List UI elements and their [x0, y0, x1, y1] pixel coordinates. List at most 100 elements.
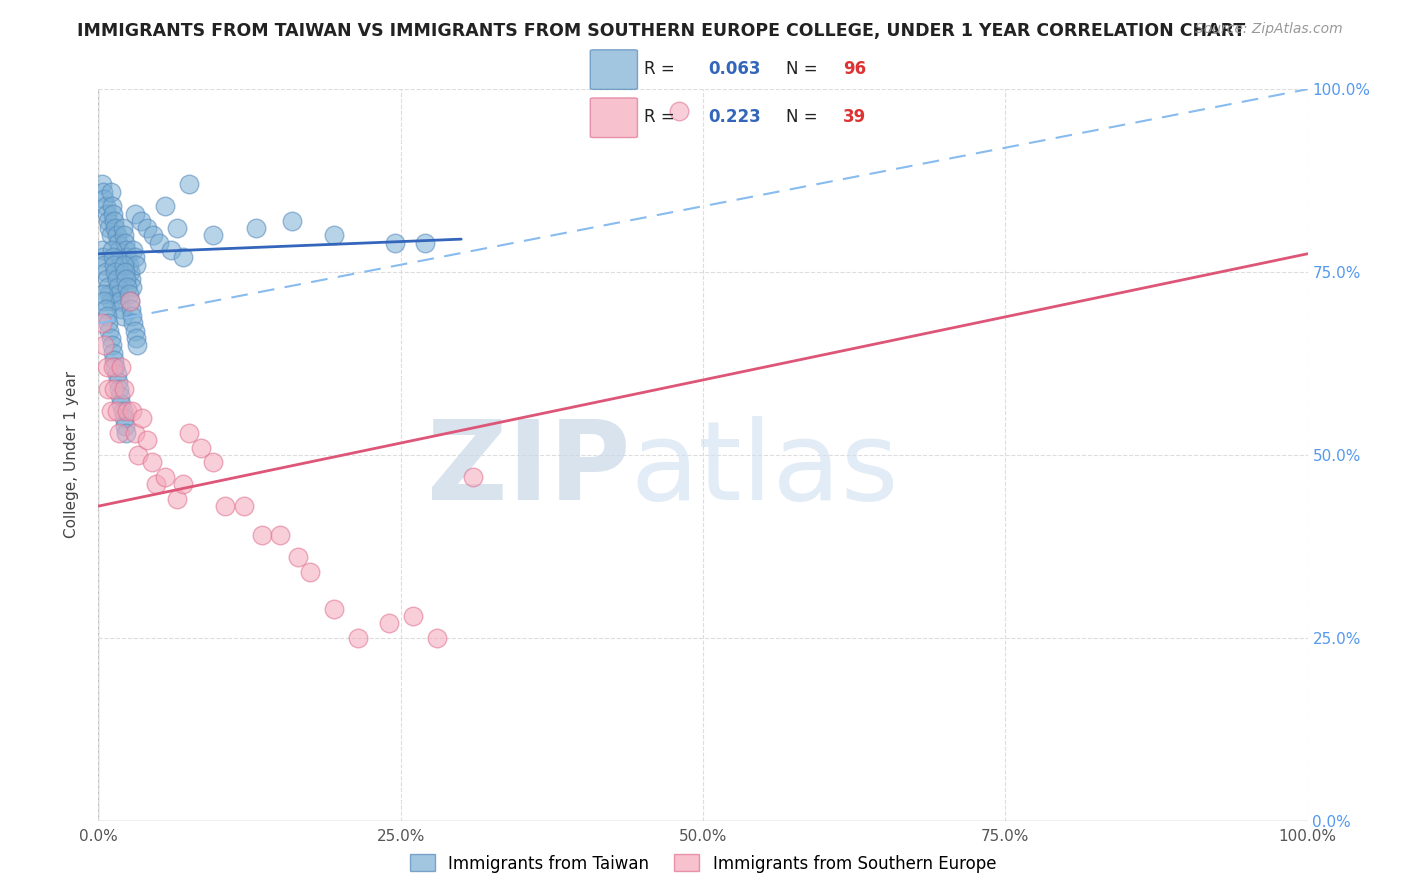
Point	[121, 404, 143, 418]
Point	[299, 565, 322, 579]
Point	[98, 221, 121, 235]
Point	[118, 258, 141, 272]
Point	[124, 425, 146, 440]
Point	[105, 404, 128, 418]
Text: 39: 39	[844, 108, 866, 126]
Point	[124, 251, 146, 265]
Point	[105, 368, 128, 382]
Point	[118, 294, 141, 309]
Point	[110, 301, 132, 316]
Point	[94, 199, 117, 213]
Point	[103, 382, 125, 396]
Text: atlas: atlas	[630, 416, 898, 523]
Point	[117, 251, 139, 265]
Point	[91, 243, 114, 257]
Point	[108, 287, 131, 301]
Point	[111, 404, 134, 418]
Point	[108, 382, 131, 396]
Point	[413, 235, 436, 250]
Text: 96: 96	[844, 60, 866, 78]
Point	[108, 389, 131, 403]
Point	[91, 185, 114, 199]
Point	[101, 251, 124, 265]
Point	[101, 345, 124, 359]
Point	[112, 258, 135, 272]
Point	[100, 338, 122, 352]
Point	[135, 221, 157, 235]
Point	[114, 235, 136, 250]
Point	[107, 279, 129, 293]
Point	[172, 251, 194, 265]
Point	[100, 243, 122, 257]
Point	[100, 331, 122, 345]
Point	[135, 434, 157, 448]
Point	[281, 214, 304, 228]
Text: 0.063: 0.063	[709, 60, 761, 78]
Point	[91, 316, 114, 330]
Point	[108, 425, 131, 440]
Point	[202, 455, 225, 469]
Text: R =: R =	[644, 60, 681, 78]
Point	[93, 294, 115, 309]
Point	[105, 272, 128, 286]
Point	[110, 360, 132, 375]
Point	[124, 324, 146, 338]
Point	[153, 199, 176, 213]
Point	[111, 221, 134, 235]
Point	[117, 404, 139, 418]
Point	[384, 235, 406, 250]
Point	[110, 397, 132, 411]
Text: R =: R =	[644, 108, 681, 126]
Point	[122, 243, 145, 257]
Point	[426, 631, 449, 645]
Point	[110, 258, 132, 272]
Point	[103, 214, 125, 228]
Text: IMMIGRANTS FROM TAIWAN VS IMMIGRANTS FROM SOUTHERN EUROPE COLLEGE, UNDER 1 YEAR : IMMIGRANTS FROM TAIWAN VS IMMIGRANTS FRO…	[77, 22, 1246, 40]
Point	[202, 228, 225, 243]
Point	[463, 470, 485, 484]
Point	[100, 185, 122, 199]
Point	[108, 294, 131, 309]
Point	[124, 206, 146, 220]
Point	[98, 324, 121, 338]
Point	[107, 375, 129, 389]
Point	[190, 441, 212, 455]
Point	[179, 178, 201, 192]
Point	[121, 279, 143, 293]
Point	[120, 301, 142, 316]
Point	[118, 265, 141, 279]
Y-axis label: College, Under 1 year: College, Under 1 year	[65, 371, 79, 539]
Point	[377, 616, 399, 631]
Point	[107, 235, 129, 250]
Point	[232, 499, 254, 513]
Point	[129, 214, 152, 228]
Point	[98, 287, 121, 301]
Point	[93, 258, 115, 272]
Point	[148, 235, 170, 250]
Point	[104, 265, 127, 279]
Point	[122, 316, 145, 330]
Point	[141, 455, 163, 469]
Point	[131, 411, 153, 425]
Point	[153, 470, 176, 484]
Point	[323, 228, 346, 243]
Point	[125, 258, 148, 272]
Point	[97, 316, 120, 330]
Point	[142, 228, 165, 243]
Point	[103, 258, 125, 272]
Point	[104, 221, 127, 235]
Text: N =: N =	[786, 60, 823, 78]
Point	[115, 272, 138, 286]
Point	[121, 309, 143, 323]
Point	[100, 294, 122, 309]
Legend: Immigrants from Taiwan, Immigrants from Southern Europe: Immigrants from Taiwan, Immigrants from …	[404, 847, 1002, 880]
Point	[96, 272, 118, 286]
Point	[125, 331, 148, 345]
Point	[112, 411, 135, 425]
Point	[127, 338, 149, 352]
Point	[101, 360, 124, 375]
Point	[172, 477, 194, 491]
Point	[120, 272, 142, 286]
Point	[114, 265, 136, 279]
Point	[94, 265, 117, 279]
